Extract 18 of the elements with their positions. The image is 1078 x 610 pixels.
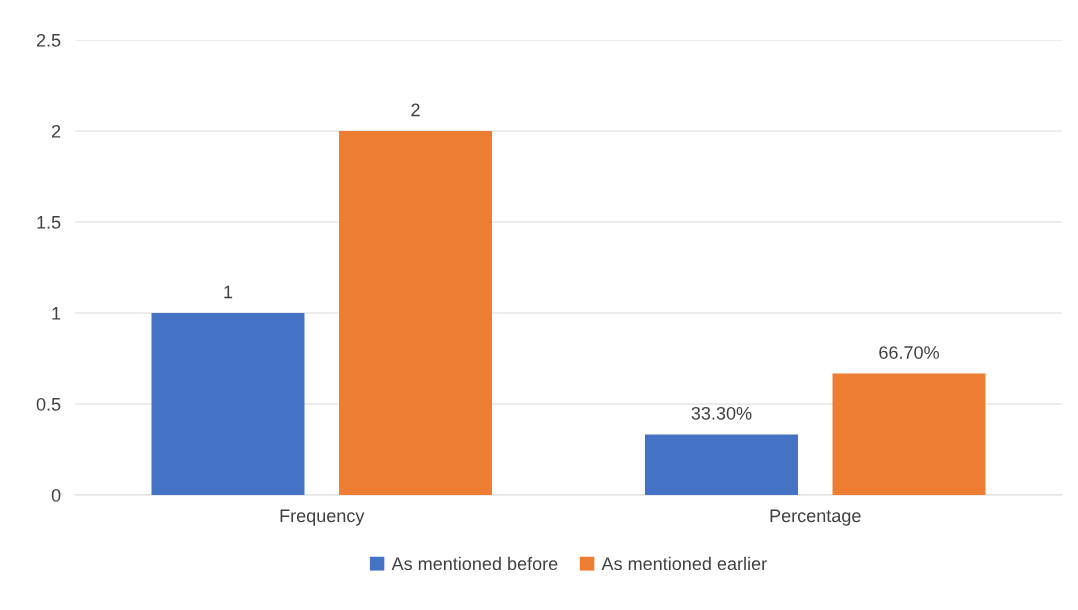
y-tick-label: 1.5 bbox=[37, 216, 61, 229]
data-label: 2 bbox=[411, 103, 420, 117]
data-label: 66.70% bbox=[879, 346, 939, 359]
y-tick-label: 0 bbox=[51, 488, 61, 502]
data-label: 1 bbox=[224, 285, 233, 299]
legend-label: As mentioned earlier bbox=[601, 556, 767, 571]
y-tick-label: 2 bbox=[51, 124, 61, 138]
y-tick-label: 0.5 bbox=[36, 397, 61, 411]
bar bbox=[832, 373, 986, 495]
x-tick-label: Frequency bbox=[280, 509, 365, 526]
x-tick-label: Percentage bbox=[770, 509, 861, 526]
bar bbox=[151, 313, 305, 495]
y-tick-label: 1 bbox=[52, 307, 61, 320]
bar bbox=[644, 434, 798, 495]
legend-label: As mentioned before bbox=[391, 556, 558, 571]
bar bbox=[339, 131, 493, 495]
y-tick-label: 2.5 bbox=[36, 33, 61, 47]
data-label: 33.30% bbox=[691, 406, 752, 420]
